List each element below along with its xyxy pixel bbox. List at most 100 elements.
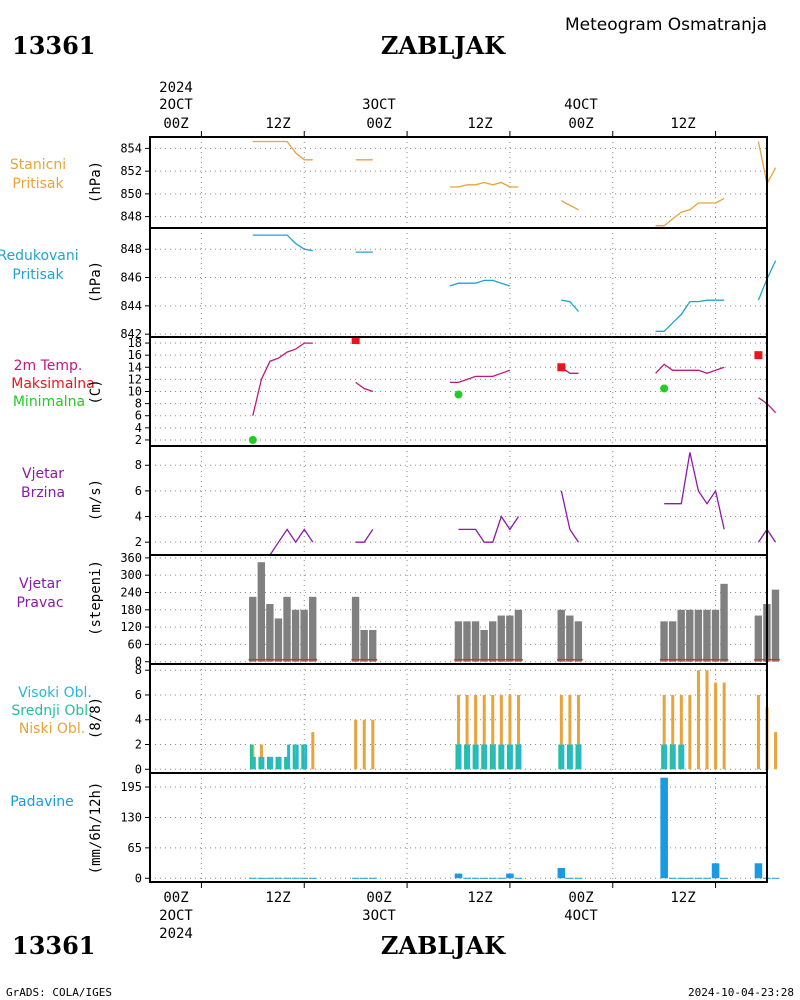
- cloud-mid-bar-11: [455, 744, 459, 770]
- precip-bar-19: [557, 867, 566, 879]
- station-name-top: ZABLJAK: [381, 31, 506, 60]
- tmax-point-1: [557, 363, 566, 372]
- top-hour-label-2: 12Z: [265, 116, 290, 132]
- precip-bar-0: [249, 877, 257, 879]
- precip-bar-32: [771, 877, 780, 879]
- cloud-mid-bar-0: [249, 744, 253, 770]
- precip-bar-4: [283, 877, 291, 879]
- cloud-high-bar-3: [278, 756, 282, 770]
- label-reduced-pressure-1: Redukovani: [0, 248, 79, 264]
- cloud-low-bar-10: [371, 719, 375, 770]
- station-pressure-ytick-label-3: 854: [120, 141, 142, 155]
- wind-dir-bar-15: [488, 621, 497, 662]
- reduced-pressure-ytick-label-1: 844: [120, 299, 142, 313]
- station-pressure-series-0-segment-3: [560, 200, 579, 211]
- unit-wind-direction: (stepeni): [88, 560, 104, 636]
- grid-layer: [150, 137, 767, 882]
- cloud-low-bar-29: [722, 682, 726, 770]
- wind-dir-bar-5: [291, 609, 300, 662]
- cloud-low-bar-8: [354, 719, 358, 770]
- precip-bar-12: [463, 877, 471, 879]
- cloud-low-bar-11: [457, 694, 460, 770]
- cloud-low-bar-30: [756, 694, 760, 770]
- wind-speed-frame: [149, 445, 768, 556]
- temperature-ytick-label-8: 18: [128, 336, 142, 350]
- cloud-high-bar-22: [664, 744, 668, 770]
- wind-dir-bar-21: [574, 621, 583, 662]
- label-precip-1: Padavine: [10, 794, 74, 810]
- tmin-point-1: [454, 390, 463, 399]
- bottom-hour-label-5: 00Z: [568, 890, 593, 906]
- unit-precipitation: (mm/6h/12h): [88, 782, 104, 875]
- precip-bar-28: [711, 863, 720, 879]
- precip-bar-15: [488, 877, 497, 879]
- cloud-mid-bar-23: [669, 744, 673, 770]
- top-day-label-2: 3OCT: [362, 97, 396, 113]
- cloud-low-bar-14: [482, 694, 486, 770]
- cloud-high-bar-5: [295, 744, 299, 770]
- temperature-series-0-segment-0: [252, 342, 313, 416]
- bottom-hour-label-2: 12Z: [265, 890, 290, 906]
- wind-dir-bar-7: [309, 596, 317, 662]
- tmax-point-0: [351, 336, 360, 345]
- cloud-low-bar-13: [474, 694, 478, 770]
- wind-dir-bar-18: [514, 609, 523, 662]
- reduced-pressure-ytick-label-0: 842: [120, 327, 142, 341]
- unit-reduced-pressure: (hPa): [88, 261, 104, 303]
- wind-direction-ytick-label-6: 360: [120, 551, 142, 565]
- station-id-top: 13361: [12, 31, 96, 60]
- top-hour-label-4: 12Z: [467, 116, 492, 132]
- cloud-low-bar-19: [559, 694, 563, 770]
- cloud-high-bar-18: [518, 744, 522, 770]
- temperature-ytick-label-7: 16: [128, 348, 142, 362]
- reduced-pressure-ytick-label-3: 848: [120, 242, 142, 256]
- precip-bar-2: [266, 877, 274, 879]
- wind-dir-bar-16: [497, 615, 505, 662]
- precip-bar-27: [703, 877, 711, 879]
- label-clouds-3: Niski Obl.: [19, 721, 85, 737]
- top-day-label-1: 2OCT: [159, 97, 193, 113]
- cloud-low-bar-25: [688, 694, 692, 770]
- footer-timestamp: 2024-10-04-23:28: [688, 986, 794, 999]
- unit-wind-speed: (m/s): [88, 479, 104, 521]
- precip-bar-30: [754, 863, 763, 879]
- bottom-hour-label-4: 12Z: [467, 890, 492, 906]
- label-temp-1: 2m Temp.: [14, 358, 83, 374]
- cloud-low-bar-15: [491, 694, 495, 770]
- wind-dir-bar-8: [351, 596, 360, 662]
- cloud-high-bar-13: [475, 744, 479, 770]
- cloud-mid-bar-22: [661, 744, 665, 770]
- wind-speed-series-0-segment-1: [355, 529, 374, 543]
- wind-dir-bar-10: [369, 629, 377, 662]
- wind-dir-bar-9: [360, 629, 368, 662]
- cloud-low-bar-16: [499, 694, 503, 770]
- wind-dir-bar-0: [249, 596, 257, 662]
- wind-speed-ytick-label-1: 4: [135, 510, 142, 524]
- label-wind-speed-1: Vjetar: [22, 466, 64, 482]
- cloud-high-bar-23: [672, 744, 676, 770]
- precip-bar-21: [574, 877, 583, 879]
- wind-direction-ytick-label-4: 240: [120, 585, 142, 599]
- precip-bar-5: [291, 877, 300, 879]
- wind-dir-bar-25: [686, 609, 694, 662]
- station-pressure-frame: [149, 136, 768, 229]
- clouds-ytick-label-4: 8: [135, 663, 142, 677]
- wind-dir-bar-14: [480, 629, 488, 662]
- cloud-high-bar-4: [287, 744, 291, 770]
- wind-dir-bar-29: [720, 583, 728, 662]
- cloud-mid-bar-3: [275, 756, 279, 770]
- cloud-low-bar-20: [568, 694, 572, 770]
- precip-bar-23: [668, 877, 677, 879]
- bottom-day-label-1: 2OCT: [159, 908, 193, 924]
- wind-direction-ytick-label-0: 0: [135, 655, 142, 669]
- precipitation-ytick-label-1: 65: [128, 841, 142, 855]
- temperature-series-0-segment-2: [449, 369, 511, 384]
- top-day-label-3: 4OCT: [564, 97, 598, 113]
- label-wind-speed-2: Brzina: [21, 485, 65, 501]
- footer-credit: GrADS: COLA/IGES: [6, 986, 112, 999]
- bottom-day-label-2: 3OCT: [362, 908, 396, 924]
- temperature-ytick-label-1: 4: [135, 421, 142, 435]
- top-hour-label-3: 00Z: [366, 116, 391, 132]
- precip-bar-20: [566, 877, 574, 879]
